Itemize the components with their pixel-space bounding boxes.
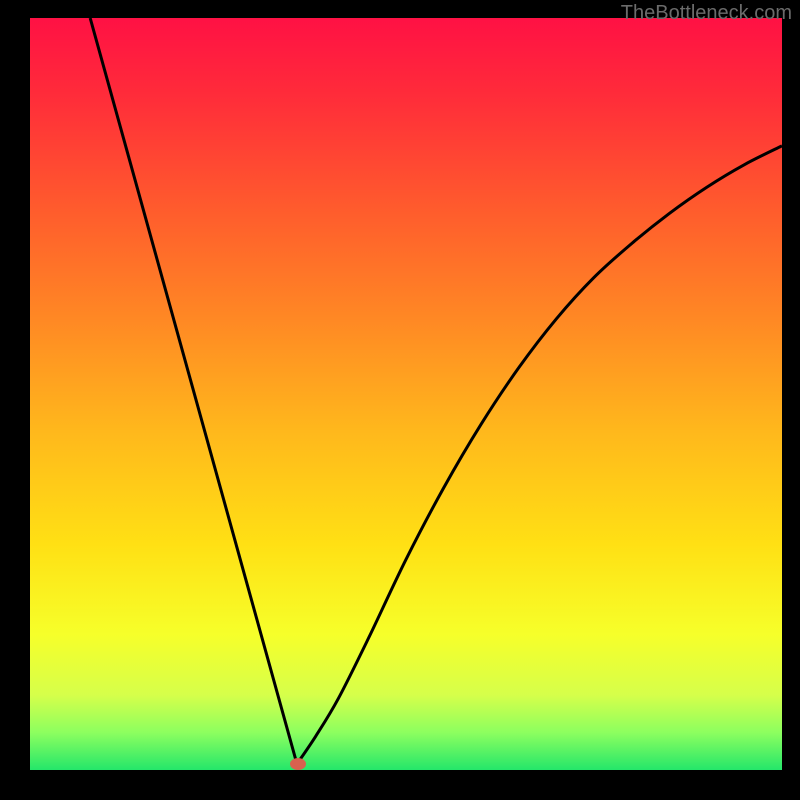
curve-right-branch: [297, 146, 782, 764]
attribution-text: TheBottleneck.com: [621, 2, 792, 25]
curve-left-branch: [90, 18, 297, 764]
minimum-marker: [290, 758, 306, 770]
plot-area: [30, 18, 782, 770]
chart-curve: [30, 18, 782, 770]
